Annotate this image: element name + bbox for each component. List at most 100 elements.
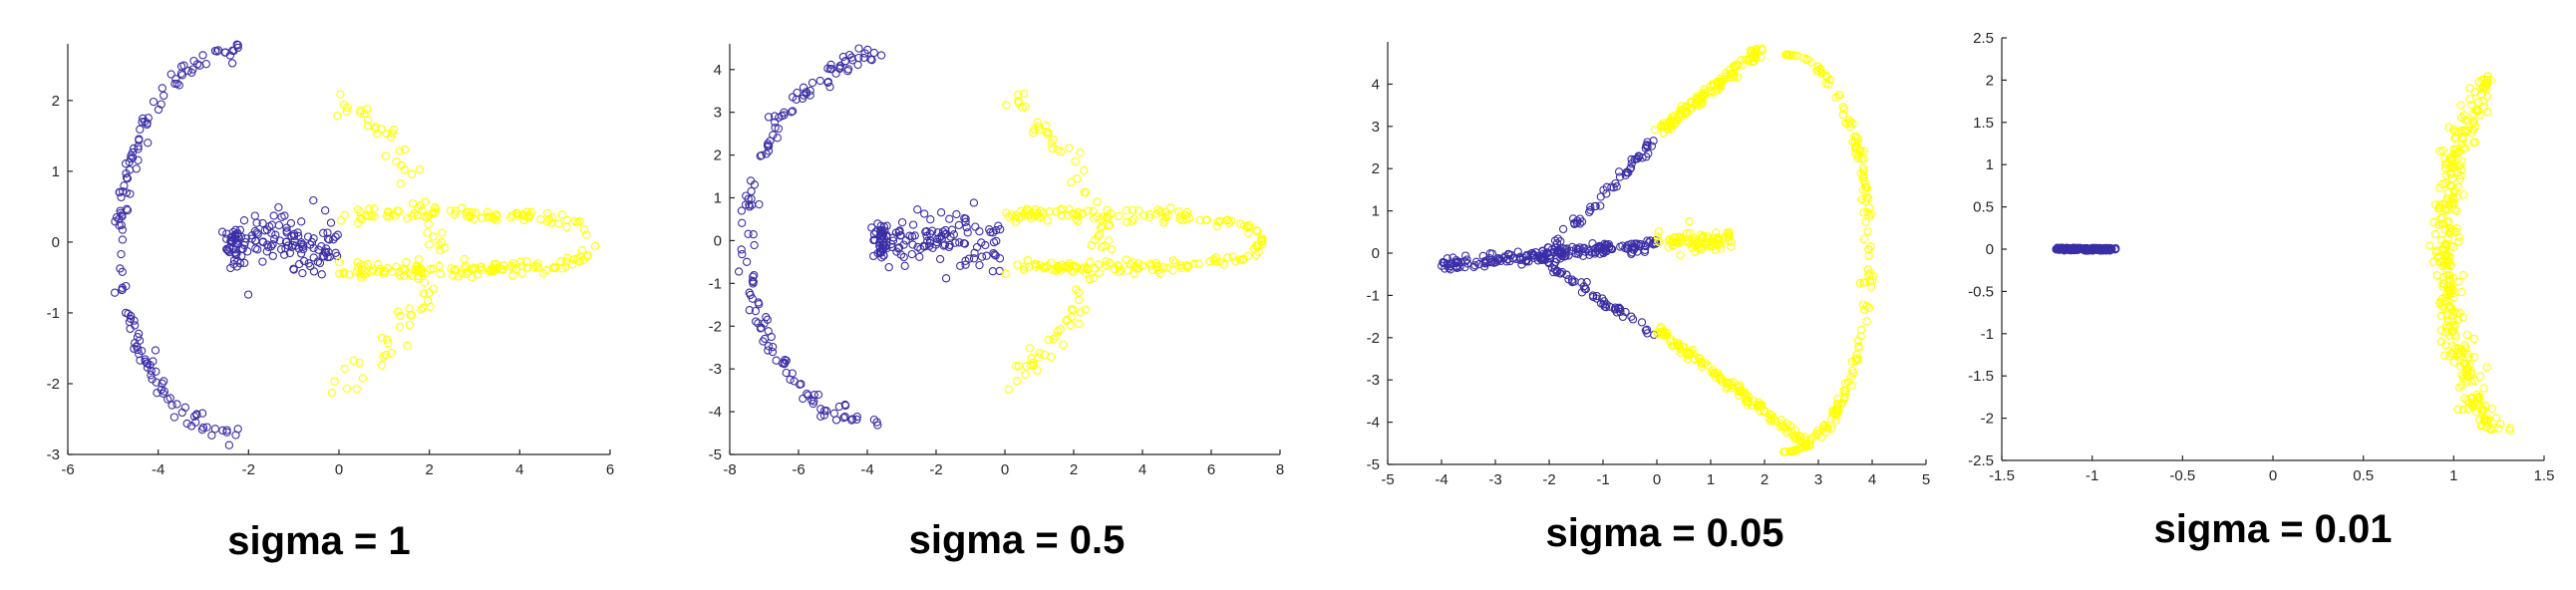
data-point xyxy=(823,78,832,87)
data-point xyxy=(111,217,120,226)
data-point xyxy=(323,234,333,243)
data-point xyxy=(744,229,753,238)
data-point xyxy=(1004,385,1013,394)
data-point xyxy=(737,245,746,254)
data-point xyxy=(2446,163,2455,172)
x-tick-label: 0.5 xyxy=(2353,467,2374,484)
data-point xyxy=(2451,332,2460,341)
data-point xyxy=(1211,257,1220,266)
data-point xyxy=(402,257,411,267)
data-point xyxy=(1012,362,1021,371)
data-point xyxy=(802,89,810,99)
data-point xyxy=(1104,221,1114,230)
data-point xyxy=(1614,167,1624,176)
data-point xyxy=(821,407,831,416)
y-tick-label: 3 xyxy=(714,105,722,122)
data-point xyxy=(1073,174,1082,183)
data-point xyxy=(141,355,150,364)
data-point xyxy=(2453,182,2462,192)
data-point xyxy=(415,164,425,174)
data-point xyxy=(1152,261,1161,271)
data-point xyxy=(424,219,434,229)
x-tick-label: 1 xyxy=(2449,467,2457,484)
data-point xyxy=(354,218,363,228)
data-point xyxy=(1713,83,1722,93)
data-point xyxy=(2453,148,2462,157)
data-point xyxy=(1686,228,1695,238)
data-point xyxy=(1067,312,1077,322)
data-point xyxy=(2058,245,2067,254)
data-point xyxy=(1852,350,1861,359)
data-point xyxy=(1630,239,1639,248)
data-point xyxy=(1062,316,1071,325)
data-point xyxy=(780,358,790,368)
data-point xyxy=(358,374,368,383)
data-point xyxy=(1699,88,1708,98)
data-point xyxy=(2435,257,2444,266)
data-point xyxy=(788,93,798,102)
data-point xyxy=(267,220,277,229)
x-tick-label: -8 xyxy=(723,461,736,478)
data-point xyxy=(1746,46,1756,55)
data-point xyxy=(557,210,567,219)
data-point xyxy=(2436,311,2446,321)
data-point xyxy=(770,112,780,121)
data-point xyxy=(762,149,771,158)
data-point xyxy=(2430,229,2440,239)
data-point xyxy=(1588,291,1598,300)
data-point xyxy=(2454,348,2463,357)
data-point xyxy=(872,418,881,427)
data-point xyxy=(2442,321,2451,330)
data-point xyxy=(1717,373,1726,383)
data-point xyxy=(579,225,589,234)
data-point xyxy=(2478,404,2487,413)
data-point xyxy=(871,227,880,236)
data-point xyxy=(899,240,908,249)
data-point xyxy=(317,270,326,279)
data-point xyxy=(907,249,916,259)
data-point xyxy=(900,261,909,270)
data-point xyxy=(2457,371,2467,380)
y-tick-label: -1 xyxy=(709,275,722,292)
data-point xyxy=(1837,399,1847,408)
data-point xyxy=(1056,324,1065,334)
data-point xyxy=(471,264,480,273)
data-point xyxy=(1692,99,1701,108)
data-point xyxy=(1839,105,1849,114)
data-point xyxy=(1060,262,1070,272)
data-point xyxy=(158,84,166,93)
data-point xyxy=(141,117,150,127)
data-point xyxy=(334,257,344,267)
data-point xyxy=(755,199,764,209)
data-point xyxy=(969,254,979,263)
x-tick-label: -4 xyxy=(152,461,164,478)
data-point xyxy=(764,147,774,155)
data-point xyxy=(1176,211,1185,220)
data-point xyxy=(2088,244,2096,254)
data-point xyxy=(2449,330,2459,339)
data-point xyxy=(2454,147,2464,156)
data-point xyxy=(1775,422,1784,432)
data-point xyxy=(345,270,354,279)
data-point xyxy=(367,267,376,277)
data-point xyxy=(764,142,773,150)
data-point xyxy=(2472,394,2482,403)
y-tick-label: -2.5 xyxy=(1968,452,1994,469)
data-point xyxy=(1075,295,1084,305)
x-tick-label: -1 xyxy=(2086,467,2098,484)
data-point xyxy=(381,350,391,360)
chart-panel-2: -8 -6 -4 -2 0 2 4 6 8 -5 -4 -3 -2 -1 0 1 2 3 4 sigma = 0.5 xyxy=(709,44,1284,562)
data-point xyxy=(577,246,587,255)
data-point xyxy=(908,220,918,229)
data-point xyxy=(282,228,291,237)
data-point xyxy=(1586,202,1595,211)
data-point xyxy=(562,222,571,231)
data-point xyxy=(816,405,825,414)
x-tick-label: 0 xyxy=(335,461,343,478)
chart-caption: sigma = 0.5 xyxy=(909,518,1126,562)
data-point xyxy=(1668,236,1677,245)
data-point xyxy=(547,218,556,227)
data-point xyxy=(1485,254,1494,263)
data-point xyxy=(333,112,342,121)
data-point xyxy=(340,364,349,373)
